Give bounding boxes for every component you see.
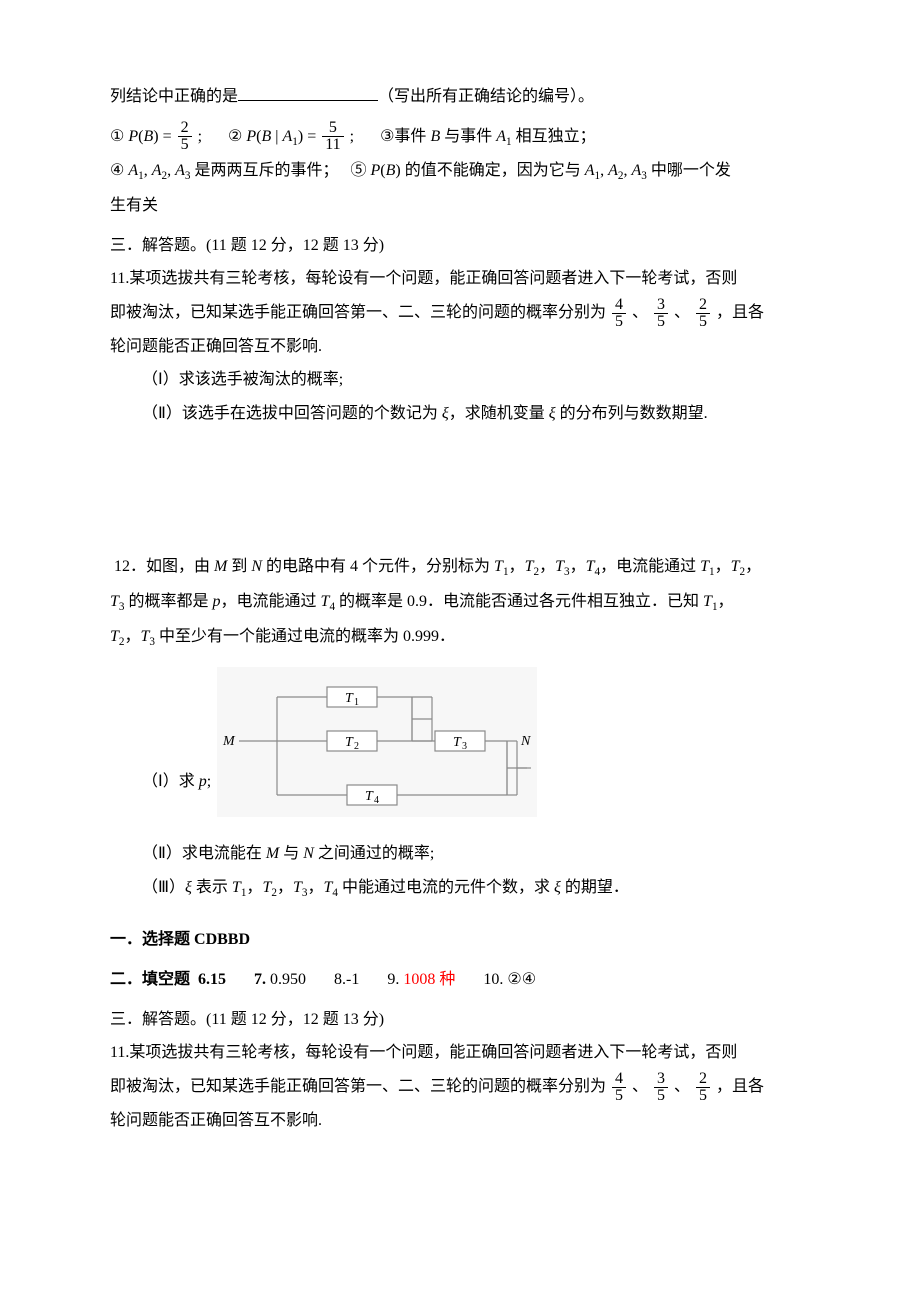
q11-line1: 11.某项选拔共有三轮考核，每轮设有一个问题，能正确回答问题者进入下一轮考试，否… [110,262,810,296]
q10-prefix: 列结论中正确的是 [110,88,238,105]
section3-header-2: 三．解答题。(11 题 12 分，12 题 13 分) [110,1003,810,1037]
q11-sub2: （Ⅱ）该选手在选拔中回答问题的个数记为 ξ，求随机变量 ξ 的分布列与数数期望. [110,397,810,431]
svg-text:T: T [365,789,374,804]
answers-fill: 二．填空题 6.15 7. 0.950 8.-1 9. 1008 种 10. ②… [110,963,810,997]
circuit-svg: M T1 T2 [217,667,537,817]
q10-options-row1: ① P(B) = 25 ; ② P(B | A1) = 511 ; ③事件 B … [110,120,810,155]
frac-2-5: 25 [178,120,192,153]
q11b-line2: 即被淘汰，已知某选手能正确回答第一、二、三轮的问题的概率分别为 45 、 35 … [110,1070,810,1104]
answers-mc: 一．选择题 CDBBD [110,923,810,957]
q12-sub3: （Ⅲ）ξ 表示 T1，T2，T3，T4 中能通过电流的元件个数，求 ξ 的期望． [110,871,810,906]
q12-line1: 12．如图，由 M 到 N 的电路中有 4 个元件，分别标为 T1，T2，T3，… [110,550,810,585]
q12-sub2: （Ⅱ）求电流能在 M 与 N 之间通过的概率; [110,837,810,871]
svg-text:4: 4 [374,795,379,806]
frac-5-11: 511 [322,120,343,153]
frac-3-5: 35 [654,297,668,330]
q12-sub1: （Ⅰ）求 p; [110,655,211,799]
svg-text:T: T [345,691,354,706]
svg-text:T: T [345,735,354,750]
q11-line2: 即被淘汰，已知某选手能正确回答第一、二、三轮的问题的概率分别为 45 、 35 … [110,296,810,330]
opt3: ③事件 B 与事件 A1 相互独立； [380,128,596,145]
q12-line3: T2，T3 中至少有一个能通过电流的概率为 0.999． [110,620,810,655]
q10-options-row2: ④ A1, A2, A3 是两两互斥的事件； ⑤ P(B) 的值不能确定，因为它… [110,154,810,189]
q12-row: （Ⅰ）求 p; M T1 T2 [110,655,810,838]
answer-9-red: 1008 种 [403,971,455,988]
svg-text:3: 3 [462,741,467,752]
q12-line2: T3 的概率都是 p，电流能通过 T4 的概率是 0.9．电流能否通过各元件相互… [110,585,810,620]
opt2: ② P(B | A1) = 511 ; [228,128,358,145]
q11-sub1: （Ⅰ）求该选手被淘汰的概率; [110,363,810,397]
frac-2-5b: 25 [696,297,710,330]
section3-header: 三．解答题。(11 题 12 分，12 题 13 分) [110,229,810,263]
label-N: N [520,734,531,749]
opt1: ① P(B) = 25 ; [110,128,206,145]
q11b-line3: 轮问题能否正确回答互不影响. [110,1104,810,1138]
svg-text:1: 1 [354,697,359,708]
blank-fill [238,84,378,101]
spacer [110,430,810,550]
q10-continuation: 列结论中正确的是 （写出所有正确结论的编号）。 [110,80,810,114]
frac-4-5: 45 [612,297,626,330]
frac-4-5b: 45 [612,1071,626,1104]
frac-3-5b: 35 [654,1071,668,1104]
q11b-line1: 11.某项选拔共有三轮考核，每轮设有一个问题，能正确回答问题者进入下一轮考试，否… [110,1036,810,1070]
q11-line3: 轮问题能否正确回答互不影响. [110,330,810,364]
svg-text:2: 2 [354,741,359,752]
circuit-diagram: M T1 T2 [217,667,537,830]
label-M: M [222,734,236,749]
q10-suffix: （写出所有正确结论的编号）。 [378,88,594,105]
q10-options-row2b: 生有关 [110,189,810,223]
frac-2-5c: 25 [696,1071,710,1104]
svg-text:T: T [453,735,462,750]
